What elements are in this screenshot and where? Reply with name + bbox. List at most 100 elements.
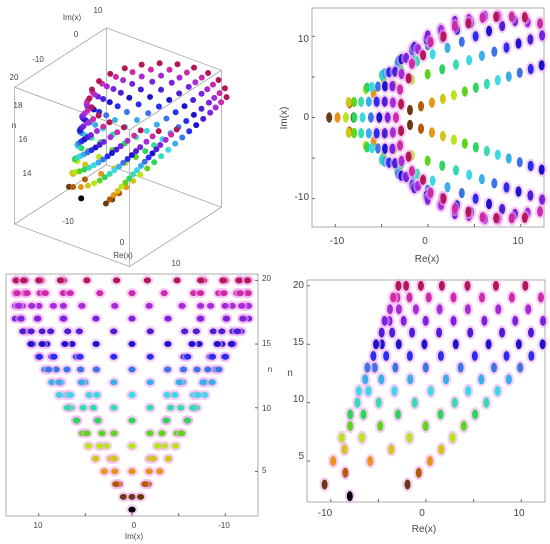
data-point	[479, 292, 486, 303]
data-point	[478, 173, 485, 185]
data-point	[436, 327, 443, 338]
data-point	[412, 304, 419, 315]
data-point	[208, 353, 217, 360]
data-point	[219, 277, 227, 284]
data-point	[106, 170, 113, 177]
data-point	[417, 123, 424, 134]
data-point	[56, 277, 64, 284]
data-point	[438, 444, 445, 455]
data-point	[449, 432, 456, 443]
data-point	[75, 328, 83, 335]
data-point	[381, 315, 388, 326]
tick-label: -10	[330, 236, 345, 247]
data-point	[168, 131, 175, 138]
data-point	[235, 277, 243, 284]
tick-label: 18	[14, 101, 23, 110]
data-point	[427, 36, 434, 48]
data-point	[199, 379, 207, 386]
data-point	[479, 212, 486, 223]
data-point	[179, 134, 186, 141]
data-point	[81, 166, 88, 173]
data-point	[164, 315, 172, 322]
data-point	[128, 506, 136, 513]
data-point	[92, 341, 100, 348]
data-point	[508, 213, 515, 224]
tick-label: 10	[34, 521, 43, 530]
data-point	[128, 152, 135, 159]
data-point	[52, 366, 60, 373]
data-point	[505, 153, 512, 164]
data-point	[522, 280, 529, 291]
data-point	[198, 90, 205, 97]
data-point	[206, 302, 215, 309]
data-point	[398, 68, 405, 80]
data-point	[405, 73, 412, 84]
data-point	[114, 187, 121, 194]
data-point	[120, 124, 127, 131]
data-point	[19, 328, 27, 335]
tick-label: 15	[293, 337, 305, 348]
data-point	[59, 302, 68, 309]
data-point	[427, 386, 434, 396]
data-point	[160, 290, 168, 297]
data-point	[465, 386, 472, 396]
data-point	[137, 171, 144, 178]
data-point	[398, 98, 405, 110]
data-point	[211, 94, 218, 101]
data-point	[146, 404, 154, 411]
data-point	[440, 193, 447, 204]
box-edge	[129, 206, 222, 267]
data-point	[174, 61, 181, 68]
data-point	[216, 90, 223, 97]
data-point	[440, 31, 447, 42]
data-point	[146, 353, 154, 360]
data-point	[383, 350, 390, 361]
data-point	[364, 362, 371, 373]
box-frame	[14, 27, 222, 267]
data-point	[362, 374, 369, 385]
data-point	[521, 212, 528, 223]
data-point	[95, 112, 102, 119]
data-point	[120, 159, 127, 166]
data-point	[512, 315, 519, 326]
data-point	[452, 165, 459, 176]
data-point	[120, 77, 127, 84]
data-point	[405, 151, 412, 162]
data-point	[368, 142, 375, 154]
data-point	[156, 60, 163, 67]
data-point	[486, 25, 493, 37]
data-point	[110, 192, 117, 199]
data-point	[209, 328, 217, 335]
data-point	[528, 350, 535, 361]
data-point	[439, 93, 446, 105]
data-point	[183, 118, 190, 125]
x-axis-label: Re(x)	[412, 524, 436, 535]
data-point	[436, 304, 443, 315]
data-point	[378, 374, 385, 385]
data-point	[465, 18, 472, 29]
data-point	[465, 206, 472, 217]
tick-label: 10	[172, 259, 181, 268]
data-point	[539, 30, 546, 41]
data-point	[466, 54, 473, 66]
y-axis-label: n	[268, 365, 272, 374]
data-point	[163, 392, 171, 398]
data-point	[525, 304, 532, 315]
data-point	[346, 491, 353, 502]
data-point	[381, 96, 388, 107]
data-point	[503, 350, 510, 361]
data-point	[538, 164, 545, 175]
points-layer	[326, 8, 548, 227]
data-point	[76, 168, 83, 175]
data-point	[128, 341, 136, 348]
data-point	[173, 126, 180, 133]
data-point	[111, 117, 118, 124]
data-point	[347, 409, 354, 420]
data-point	[485, 339, 492, 350]
box-edge	[106, 27, 222, 71]
data-point	[499, 20, 506, 32]
data-point	[77, 183, 84, 190]
data-point	[126, 175, 133, 182]
data-point	[486, 198, 493, 210]
axis-label-re: Re(x)	[113, 251, 133, 260]
